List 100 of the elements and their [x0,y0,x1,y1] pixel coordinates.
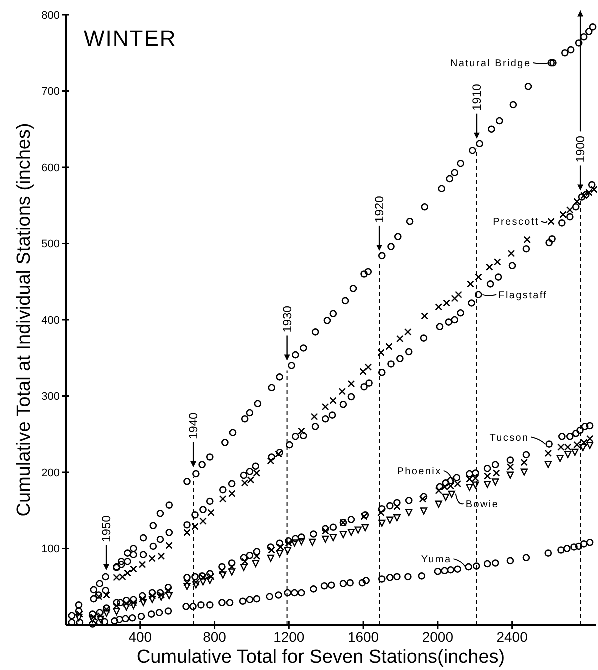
point [192,582,200,589]
point [150,522,158,530]
point [360,368,368,376]
point [585,28,593,36]
point [404,328,412,336]
point [241,558,249,566]
point [360,383,368,391]
point [488,126,496,134]
point [442,494,450,502]
point [546,440,553,448]
point [524,236,532,244]
point [580,439,588,446]
point [130,596,138,604]
point [366,380,373,387]
point [292,351,300,359]
point [457,160,464,168]
point [206,602,214,609]
point [89,620,96,628]
point [97,616,104,624]
point [472,482,480,489]
point [560,211,567,218]
point [576,426,584,434]
point [510,101,518,109]
point [472,470,480,477]
point [348,516,356,524]
point [119,573,126,581]
point [580,444,587,452]
point [184,521,191,529]
annotation: 1940 [186,412,201,440]
annotation: Natural Bridge [450,58,532,70]
point [240,472,248,480]
point [122,596,130,604]
point [419,496,427,503]
point [184,574,191,582]
point [574,441,581,449]
point [566,433,574,440]
point [322,528,330,535]
point [206,577,214,584]
point [506,456,514,464]
point [206,498,214,506]
point [122,615,130,623]
point [466,470,474,478]
point [206,570,214,578]
point [330,397,338,404]
point [445,318,453,326]
point [466,484,474,492]
point [298,538,306,546]
point [580,33,588,41]
point [130,599,138,607]
point [421,312,429,320]
point [451,169,459,176]
point [116,616,124,624]
point [522,245,530,253]
point [268,384,276,392]
point [506,472,514,479]
point [558,546,565,554]
point [364,364,372,371]
y-tick-label: 100 [42,544,60,556]
point [435,487,443,494]
point [405,348,413,356]
x-tick-label: 1600 [348,629,380,645]
point [156,510,164,518]
point [276,540,284,548]
point [420,334,428,342]
point [472,562,480,570]
point [386,574,394,582]
point [68,612,76,620]
point [90,586,98,594]
point [484,480,492,488]
annotation: Bowie [466,499,500,510]
point [435,303,443,311]
point [90,595,98,603]
point [166,529,174,536]
point [406,218,414,226]
point [75,614,83,622]
point [276,374,284,381]
point [492,478,500,486]
x-tick-label: 2400 [496,629,528,645]
point [586,422,594,430]
point [340,580,348,588]
point [150,542,158,550]
point [124,570,132,577]
point [200,506,207,514]
point [388,360,395,368]
text: WINTER [84,26,177,51]
point [492,461,500,469]
point [566,213,574,221]
point [572,448,579,456]
point [561,49,569,57]
annotation: 1950 [100,515,114,542]
point [406,509,413,516]
point [148,610,156,618]
point [378,576,386,583]
point [544,450,552,458]
y-tick-label: 400 [42,314,60,327]
point [328,582,336,589]
point [89,616,96,624]
point [228,480,236,488]
y-tick-label: 800 [42,10,60,22]
point [164,584,172,592]
